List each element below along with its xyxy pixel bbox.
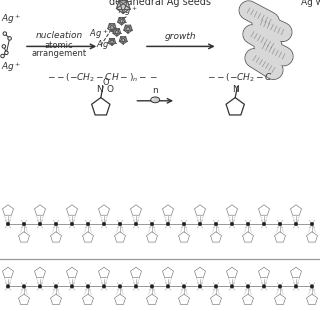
Circle shape	[294, 285, 298, 288]
Circle shape	[214, 285, 218, 288]
Circle shape	[54, 222, 58, 226]
Circle shape	[118, 222, 122, 226]
Circle shape	[5, 51, 8, 54]
Circle shape	[262, 285, 266, 288]
Polygon shape	[108, 38, 116, 45]
Circle shape	[102, 222, 106, 226]
Circle shape	[150, 285, 154, 288]
Circle shape	[150, 222, 154, 226]
Text: O: O	[102, 78, 109, 87]
Circle shape	[1, 54, 4, 58]
Polygon shape	[113, 28, 121, 36]
Polygon shape	[124, 25, 132, 33]
Circle shape	[198, 285, 202, 288]
Circle shape	[38, 222, 42, 226]
Circle shape	[214, 222, 218, 226]
Text: nucleation: nucleation	[36, 31, 83, 40]
Circle shape	[22, 222, 26, 226]
Circle shape	[118, 285, 122, 288]
Ellipse shape	[151, 97, 160, 103]
Circle shape	[86, 285, 90, 288]
Circle shape	[134, 222, 138, 226]
Circle shape	[3, 32, 6, 36]
Text: Ag w: Ag w	[301, 0, 320, 7]
Circle shape	[230, 222, 234, 226]
Circle shape	[166, 285, 170, 288]
Circle shape	[54, 285, 58, 288]
Circle shape	[198, 222, 202, 226]
Text: $Ag^+$: $Ag^+$	[1, 61, 21, 74]
Circle shape	[278, 285, 282, 288]
Circle shape	[86, 222, 90, 226]
Circle shape	[134, 285, 138, 288]
Circle shape	[310, 285, 314, 288]
Text: decahedral Ag seeds: decahedral Ag seeds	[109, 0, 211, 7]
Circle shape	[230, 285, 234, 288]
Polygon shape	[118, 17, 125, 25]
Circle shape	[166, 222, 170, 226]
Text: N: N	[96, 85, 103, 94]
Text: O: O	[107, 85, 114, 94]
Circle shape	[22, 285, 26, 288]
Polygon shape	[116, 1, 130, 13]
Circle shape	[70, 285, 74, 288]
Circle shape	[278, 222, 282, 226]
Text: n: n	[152, 86, 158, 95]
Circle shape	[6, 285, 10, 288]
Text: $Ag^+$: $Ag^+$	[90, 27, 109, 41]
Text: atomic: atomic	[45, 41, 74, 50]
Circle shape	[70, 222, 74, 226]
Circle shape	[38, 285, 42, 288]
Circle shape	[246, 222, 250, 226]
Circle shape	[182, 222, 186, 226]
Circle shape	[310, 222, 314, 226]
Text: $Ag^+$: $Ag^+$	[96, 38, 115, 52]
Text: growth: growth	[165, 32, 196, 41]
Text: $--(-CH_2-C$: $--(-CH_2-C$	[207, 71, 273, 84]
Circle shape	[2, 44, 6, 48]
Circle shape	[6, 222, 10, 226]
Circle shape	[262, 222, 266, 226]
Text: N: N	[232, 85, 239, 94]
Text: $--(-CH_2-CH-)_n--$: $--(-CH_2-CH-)_n--$	[47, 71, 158, 84]
Circle shape	[102, 285, 106, 288]
Polygon shape	[108, 24, 116, 32]
Ellipse shape	[151, 98, 155, 100]
Circle shape	[294, 222, 298, 226]
Circle shape	[8, 36, 12, 40]
Text: arrangement: arrangement	[32, 49, 87, 58]
Circle shape	[246, 285, 250, 288]
Circle shape	[182, 285, 186, 288]
Text: $Ag^+$: $Ag^+$	[1, 13, 21, 26]
Text: $Ag^+$: $Ag^+$	[118, 5, 138, 18]
Polygon shape	[119, 36, 127, 44]
